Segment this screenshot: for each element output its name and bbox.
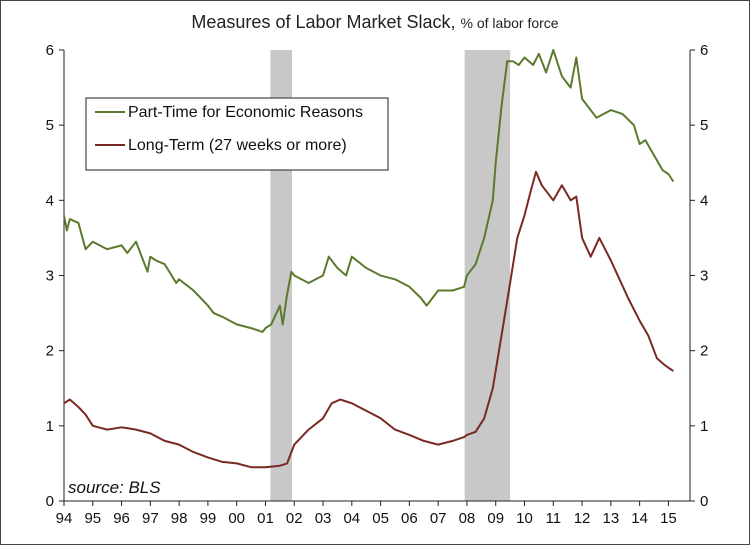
y-tick-label-left: 2 [46, 343, 54, 360]
y-tick-label-left: 3 [46, 268, 54, 285]
x-tick-label: 12 [574, 510, 591, 527]
series-line-1 [63, 170, 674, 469]
x-tick-label: 99 [200, 510, 217, 527]
x-tick-label: 98 [171, 510, 188, 527]
x-tick-label: 13 [603, 510, 620, 527]
chart-title: Measures of Labor Market Slack,% of labo… [191, 12, 558, 32]
x-tick-label: 97 [142, 510, 159, 527]
x-tick-label: 08 [459, 510, 476, 527]
y-tick-label-left: 4 [46, 192, 54, 209]
y-tick-label-right: 2 [700, 343, 708, 360]
source-note: source: BLS [68, 478, 161, 497]
legend-label-0: Part-Time for Economic Reasons [128, 104, 363, 121]
x-tick-label: 03 [315, 510, 332, 527]
y-tick-label-right: 6 [700, 42, 708, 59]
y-tick-label-left: 0 [46, 493, 54, 510]
legend-box [85, 97, 389, 171]
legend: Part-Time for Economic Reasons Long-Term … [85, 97, 389, 171]
y-tick-label-right: 4 [700, 192, 708, 209]
x-tick-label: 06 [401, 510, 418, 527]
x-tick-label: 07 [430, 510, 447, 527]
x-tick-label: 94 [56, 510, 73, 527]
y-tick-label-right: 1 [700, 418, 708, 435]
x-tick-label: 02 [286, 510, 303, 527]
legend-label-1: Long-Term (27 weeks or more) [128, 137, 347, 154]
x-tick-label: 95 [84, 510, 101, 527]
y-tick-label-left: 1 [46, 418, 54, 435]
x-tick-label: 01 [257, 510, 274, 527]
y-tick-label-right: 3 [700, 268, 708, 285]
recession-band-1 [464, 50, 511, 501]
x-tick-label: 15 [660, 510, 677, 527]
series-line-0 [63, 49, 675, 333]
x-tick-label: 11 [545, 510, 561, 527]
x-tick-label: 10 [516, 510, 533, 527]
x-tick-label: 96 [113, 510, 130, 527]
x-tick-label: 14 [631, 510, 648, 527]
axes: 0 01 12 23 34 45 56 694 95 96 97 98 99 00 01 02 03 04 05 06… [46, 42, 709, 527]
x-tick-label: 05 [372, 510, 389, 527]
series-lines [63, 49, 675, 469]
y-tick-label-left: 6 [46, 42, 54, 59]
y-tick-label-right: 5 [700, 117, 708, 134]
x-tick-label: 00 [228, 510, 245, 527]
y-tick-label-left: 5 [46, 117, 54, 134]
y-tick-label-right: 0 [700, 493, 708, 510]
x-tick-label: 09 [487, 510, 504, 527]
x-tick-label: 04 [343, 510, 360, 527]
